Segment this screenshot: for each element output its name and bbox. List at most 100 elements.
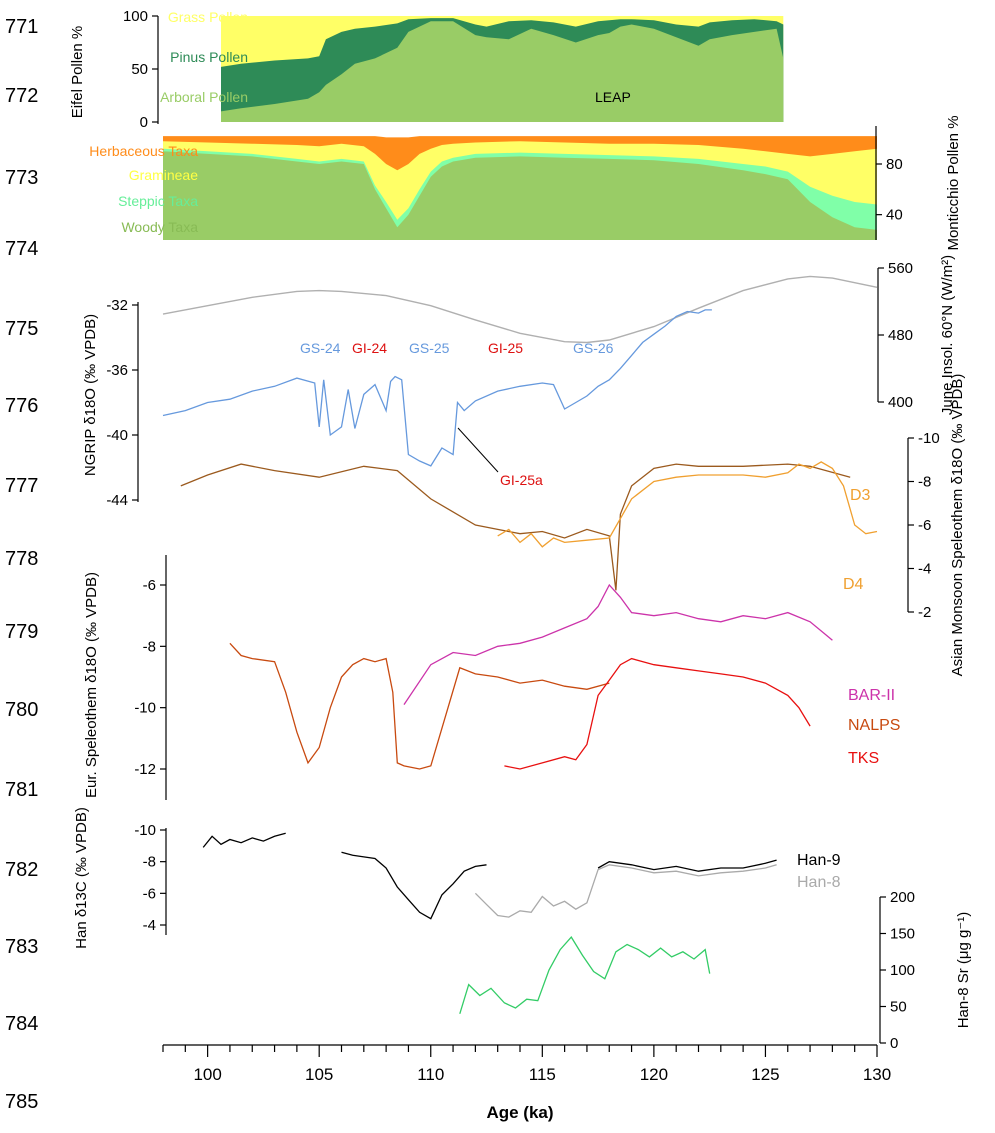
insolation-tick-label-0: 560 xyxy=(888,260,913,277)
line-number-776: 776 xyxy=(5,395,38,417)
ngrip-line xyxy=(162,309,712,467)
monsoon-tick-label-4: -2 xyxy=(918,604,931,621)
han-tick-label-3: -4 xyxy=(143,917,156,934)
ngrip-tick-label-3: -44 xyxy=(106,492,128,509)
monsoon-y-ticks: -10 -8 -6 -4 -2 xyxy=(908,430,940,621)
eur-tick-label-3: -12 xyxy=(134,761,156,778)
pinus-pollen-label: Pinus Pollen xyxy=(170,49,248,65)
arboral-pollen-area xyxy=(221,21,784,122)
ngrip-tick-label-0: -32 xyxy=(106,297,128,314)
line-number-774: 774 xyxy=(5,238,38,260)
bar-ii-label: BAR-II xyxy=(848,687,895,704)
monticchio-tick-label-1: 40 xyxy=(886,207,903,224)
monticchio-y-label: Monticchio Pollen % xyxy=(945,115,962,250)
age-axis: 100 105 110 115 120 125 130 Age (ka) xyxy=(162,1044,891,1122)
han-tick-label-0: -10 xyxy=(134,822,156,839)
han-y-ticks: -10 -8 -6 -4 xyxy=(134,822,166,934)
eur-y-ticks: -6 -8 -10 -12 xyxy=(134,577,166,778)
sr-y-ticks: 200 150 100 50 0 xyxy=(880,889,915,1052)
bar-ii-line xyxy=(403,583,833,705)
ngrip-y-ticks: -32 -36 -40 -44 xyxy=(106,297,138,509)
asian-monsoon-panel: -10 -8 -6 -4 -2 Asian Monsoon Speleothem δ18… xyxy=(180,374,966,677)
monticchio-area-layers xyxy=(163,136,877,240)
ngrip-y-label: NGRIP δ18O (‰ VPDB) xyxy=(82,314,99,476)
arboral-pollen-label: Arboral Pollen xyxy=(160,89,248,105)
insolation-tick-label-1: 480 xyxy=(888,327,913,344)
herbaceous-label: Herbaceous Taxa xyxy=(89,143,198,159)
line-number-777: 777 xyxy=(5,475,38,497)
eifel-tick-label-2: 0 xyxy=(140,114,148,131)
eifel-area-layers xyxy=(221,16,784,123)
sr-tick-label-0: 200 xyxy=(890,889,915,906)
steppic-label: Steppic Taxa xyxy=(118,193,198,209)
monsoon-tick-label-3: -4 xyxy=(918,561,931,578)
woody-area xyxy=(163,151,877,240)
sr-tick-label-3: 50 xyxy=(890,999,907,1016)
gs-26-label: GS-26 xyxy=(573,340,614,356)
nalps-line xyxy=(229,642,610,770)
line-number-771: 771 xyxy=(5,16,38,38)
monticchio-tick-label-0: 80 xyxy=(886,156,903,173)
eifel-tick-label-0: 100 xyxy=(123,8,148,25)
age-tick-label-115: 115 xyxy=(529,1065,556,1084)
tks-label: TKS xyxy=(848,750,879,767)
monsoon-y-label: Asian Monsoon Speleothem δ18O (‰ VPDB) xyxy=(949,374,966,677)
monsoon-tick-label-0: -10 xyxy=(918,430,940,447)
eifel-tick-label-1: 50 xyxy=(131,61,148,78)
monticchio-pollen-panel: 80 40 Monticchio Pollen % Herbaceous Taxa… xyxy=(89,115,962,250)
d3-label: D3 xyxy=(850,487,871,504)
sr-tick-label-4: 0 xyxy=(890,1035,898,1052)
line-number-775: 775 xyxy=(5,318,38,340)
gi-25-label: GI-25 xyxy=(488,340,523,356)
ngrip-tick-label-1: -36 xyxy=(106,362,128,379)
line-numbers: 771 772 773 774 775 776 777 778 779 780 781 782 783 7… xyxy=(5,16,38,1113)
gs-24-label: GS-24 xyxy=(300,340,341,356)
insolation-line xyxy=(162,275,878,344)
age-tick-label-125: 125 xyxy=(751,1065,779,1084)
age-tick-label-105: 105 xyxy=(305,1065,333,1084)
gi-24-label: GI-24 xyxy=(352,340,387,356)
eur-tick-label-2: -10 xyxy=(134,700,156,717)
leap-annotation: LEAP xyxy=(595,89,631,105)
han-9-line xyxy=(202,832,487,920)
sr-y-label: Han-8 Sr (μg g⁻¹) xyxy=(955,912,972,1029)
tks-line xyxy=(504,657,811,770)
age-tick-label-100: 100 xyxy=(193,1065,221,1084)
sr-tick-label-1: 150 xyxy=(890,926,915,943)
line-number-781: 781 xyxy=(5,779,38,801)
line-number-785: 785 xyxy=(5,1091,38,1113)
woody-label: Woody Taxa xyxy=(121,219,198,235)
han-8-label: Han-8 xyxy=(797,874,841,891)
han-tick-label-2: -6 xyxy=(143,885,156,902)
age-tick-label-120: 120 xyxy=(640,1065,668,1084)
ngrip-panel: -32 -36 -40 -44 NGRIP δ18O (‰ VPDB) 560 480 4… xyxy=(82,255,956,509)
age-tick-label-130: 130 xyxy=(863,1065,891,1084)
d4-line xyxy=(180,463,851,591)
nalps-label: NALPS xyxy=(848,717,900,734)
insolation-y-label: June Insol. 60°N (W/m²) xyxy=(939,255,956,415)
line-number-783: 783 xyxy=(5,936,38,958)
line-number-778: 778 xyxy=(5,548,38,570)
eur-tick-label-0: -6 xyxy=(143,577,156,594)
eifel-pollen-panel: 100 50 0 Eifel Pollen % Grass Pollen Pinus… xyxy=(69,8,784,131)
monticchio-y-ticks: 80 40 xyxy=(876,156,903,224)
insolation-y-ticks: 560 480 400 xyxy=(878,260,913,411)
gs-25-label: GS-25 xyxy=(409,340,450,356)
eur-y-label: Eur. Speleothem δ18O (‰ VPDB) xyxy=(83,572,100,798)
age-axis-ticks: 100 105 110 115 120 125 130 xyxy=(162,1045,891,1084)
line-number-773: 773 xyxy=(5,167,38,189)
eifel-y-label: Eifel Pollen % xyxy=(69,26,86,119)
line-number-772: 772 xyxy=(5,85,38,107)
d4-label: D4 xyxy=(843,576,864,593)
gi-25a-label: GI-25a xyxy=(500,472,543,488)
line-number-780: 780 xyxy=(5,699,38,721)
han-9-segment-line xyxy=(597,859,777,872)
grass-pollen-label: Grass Pollen xyxy=(168,9,248,25)
gramineae-label: Gramineae xyxy=(129,167,198,183)
han-y-label: Han δ13C (‰ VPDB) xyxy=(73,807,90,949)
european-speleothem-panel: -6 -8 -10 -12 Eur. Speleothem δ18O (‰ VPDB)… xyxy=(83,555,900,800)
gi-25a-pointer xyxy=(457,427,499,473)
eur-tick-label-1: -8 xyxy=(143,638,156,655)
d3-line xyxy=(497,461,878,548)
